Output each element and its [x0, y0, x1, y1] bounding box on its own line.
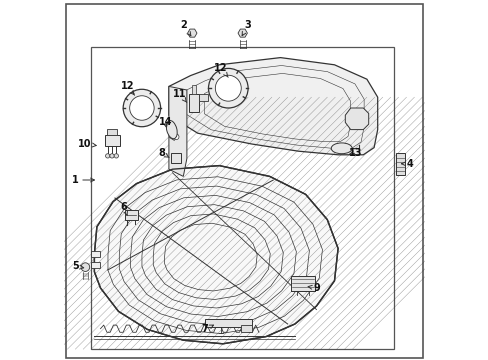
Text: 11: 11 [173, 89, 186, 103]
Text: 13: 13 [348, 148, 362, 158]
Bar [91, 251, 101, 257]
Bar [199, 94, 207, 101]
Text: 12: 12 [214, 63, 228, 77]
Bar [170, 153, 181, 163]
Ellipse shape [330, 143, 351, 154]
Polygon shape [94, 166, 337, 344]
Bar [204, 319, 251, 327]
Bar [191, 85, 196, 94]
Bar [91, 262, 101, 268]
Text: 8: 8 [158, 148, 169, 158]
Bar [106, 129, 117, 135]
Circle shape [114, 154, 118, 158]
Bar [241, 325, 251, 332]
Polygon shape [395, 153, 404, 175]
Circle shape [129, 96, 154, 120]
Text: 7: 7 [201, 324, 213, 334]
Text: 5: 5 [72, 261, 83, 271]
Circle shape [105, 154, 110, 158]
Text: 12: 12 [121, 81, 134, 95]
Text: 10: 10 [78, 139, 96, 149]
Text: 4: 4 [401, 159, 413, 169]
Circle shape [81, 263, 89, 271]
Text: 6: 6 [120, 202, 127, 215]
Circle shape [110, 154, 114, 158]
Text: 3: 3 [242, 20, 251, 36]
Text: 9: 9 [307, 283, 319, 293]
Bar [104, 135, 120, 146]
Polygon shape [345, 108, 368, 130]
Text: 14: 14 [158, 117, 172, 127]
Bar [125, 210, 137, 220]
Ellipse shape [166, 121, 177, 139]
Circle shape [123, 89, 160, 127]
Polygon shape [168, 86, 186, 176]
Circle shape [215, 75, 241, 101]
Bar [188, 94, 199, 112]
Polygon shape [168, 58, 377, 155]
Bar [291, 276, 314, 291]
Circle shape [173, 134, 179, 140]
Bar [91, 47, 393, 349]
Polygon shape [238, 29, 247, 37]
Circle shape [208, 68, 247, 108]
Polygon shape [187, 29, 197, 37]
Text: 2: 2 [180, 20, 190, 36]
Text: 1: 1 [72, 175, 94, 185]
